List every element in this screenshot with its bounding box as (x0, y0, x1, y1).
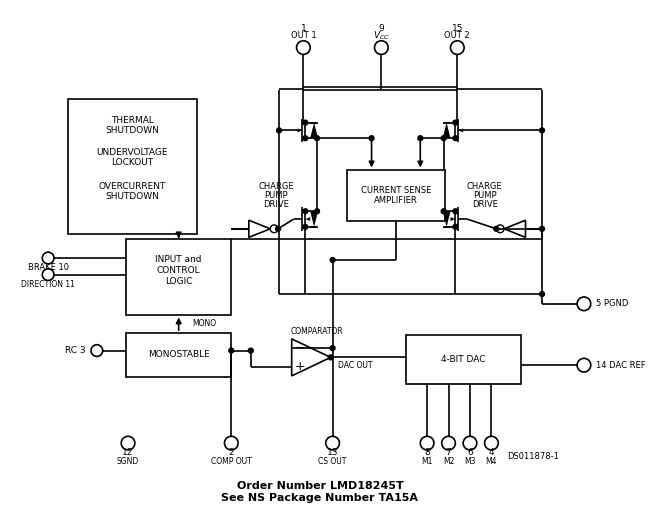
Circle shape (315, 209, 319, 214)
Text: MONO: MONO (192, 319, 216, 328)
Circle shape (328, 355, 333, 360)
Bar (405, 335, 521, 384)
Bar (347, 170, 445, 221)
Text: DS011878-1: DS011878-1 (507, 452, 559, 461)
Circle shape (540, 128, 545, 133)
Polygon shape (310, 211, 318, 227)
Text: −: − (294, 342, 305, 355)
Text: CS OUT: CS OUT (318, 457, 347, 466)
Text: 4: 4 (489, 449, 494, 457)
Text: CHARGE: CHARGE (467, 182, 502, 192)
Polygon shape (310, 123, 318, 138)
Text: RC 3: RC 3 (65, 346, 85, 355)
Circle shape (229, 348, 233, 353)
Circle shape (453, 224, 458, 229)
Circle shape (453, 120, 458, 125)
Text: CONTROL: CONTROL (157, 266, 201, 275)
Text: BRAKE 10: BRAKE 10 (27, 263, 69, 272)
Text: $V_{CC}$: $V_{CC}$ (373, 30, 390, 42)
Text: COMPARATOR: COMPARATOR (291, 326, 343, 336)
Circle shape (330, 346, 335, 351)
Text: M2: M2 (443, 457, 455, 466)
Text: CHARGE: CHARGE (258, 182, 294, 192)
Text: DAC OUT: DAC OUT (339, 361, 373, 370)
Text: SHUTDOWN: SHUTDOWN (105, 192, 160, 201)
Text: 7: 7 (445, 449, 451, 457)
Polygon shape (443, 211, 451, 227)
Polygon shape (451, 217, 455, 221)
Text: DRIVE: DRIVE (263, 200, 289, 209)
Circle shape (540, 226, 545, 231)
Text: 1: 1 (300, 24, 306, 33)
Text: OVERCURRENT: OVERCURRENT (99, 182, 166, 192)
Text: DRIVE: DRIVE (472, 200, 498, 209)
Text: 12: 12 (122, 449, 133, 457)
Text: 14 DAC REF: 14 DAC REF (596, 361, 645, 370)
Text: SGND: SGND (117, 457, 139, 466)
Circle shape (303, 136, 308, 141)
Text: COMP OUT: COMP OUT (211, 457, 252, 466)
Text: 4-BIT DAC: 4-BIT DAC (441, 355, 485, 364)
Text: MONOSTABLE: MONOSTABLE (148, 351, 209, 359)
Text: UNDERVOLTAGE: UNDERVOLTAGE (97, 148, 168, 157)
Text: +: + (294, 359, 305, 372)
Bar (126, 239, 232, 314)
Text: OUT 2: OUT 2 (445, 32, 470, 40)
Circle shape (303, 224, 308, 229)
Text: 8: 8 (424, 449, 430, 457)
Circle shape (315, 136, 319, 141)
Text: PUMP: PUMP (473, 191, 496, 200)
Polygon shape (443, 123, 451, 138)
Text: 6: 6 (467, 449, 473, 457)
Circle shape (303, 120, 308, 125)
Text: AMPLIFIER: AMPLIFIER (374, 196, 418, 205)
Text: See NS Package Number TA15A: See NS Package Number TA15A (222, 493, 419, 502)
Circle shape (453, 209, 458, 214)
Text: OUT 1: OUT 1 (290, 32, 316, 40)
Text: 2: 2 (228, 449, 234, 457)
Circle shape (275, 226, 281, 231)
Text: M1: M1 (421, 457, 433, 466)
Circle shape (441, 209, 446, 214)
Text: M3: M3 (464, 457, 475, 466)
Text: 9: 9 (379, 24, 384, 33)
Text: LOCKOUT: LOCKOUT (111, 158, 154, 167)
Circle shape (303, 209, 308, 214)
Text: SHUTDOWN: SHUTDOWN (105, 126, 160, 135)
Circle shape (418, 136, 422, 141)
Circle shape (249, 348, 253, 353)
Polygon shape (458, 128, 463, 133)
Text: Order Number LMD18245T: Order Number LMD18245T (237, 481, 404, 491)
Text: 5 PGND: 5 PGND (596, 299, 628, 308)
Text: LOGIC: LOGIC (165, 277, 192, 286)
Circle shape (369, 136, 374, 141)
Text: THERMAL: THERMAL (111, 116, 154, 125)
Circle shape (494, 226, 499, 231)
Text: 13: 13 (327, 449, 338, 457)
Circle shape (277, 128, 281, 133)
Text: CURRENT SENSE: CURRENT SENSE (361, 186, 431, 195)
Bar (67, 99, 198, 234)
Text: M4: M4 (486, 457, 497, 466)
Polygon shape (298, 128, 302, 133)
Text: DIRECTION 11: DIRECTION 11 (21, 280, 75, 289)
Polygon shape (305, 217, 310, 221)
Bar (126, 333, 232, 377)
Circle shape (540, 292, 545, 296)
Circle shape (453, 136, 458, 141)
Text: 15: 15 (451, 24, 463, 33)
Text: INPUT and: INPUT and (156, 255, 202, 265)
Text: PUMP: PUMP (264, 191, 288, 200)
Circle shape (330, 257, 335, 263)
Circle shape (441, 136, 446, 141)
